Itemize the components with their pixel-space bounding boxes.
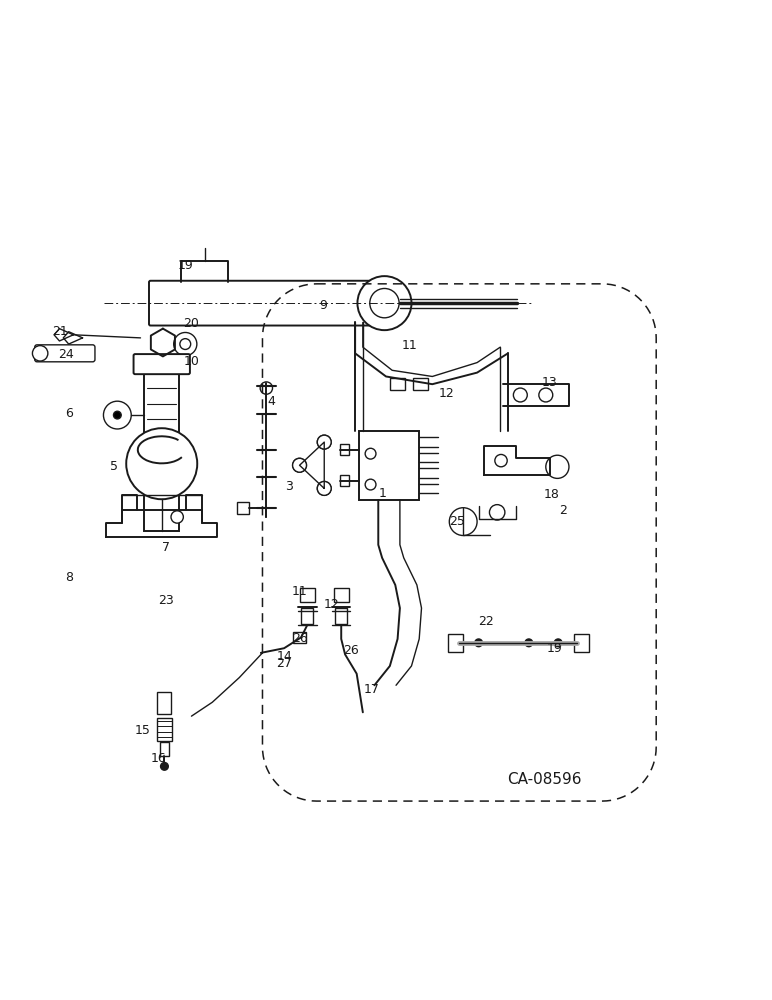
Bar — [340, 475, 349, 486]
Circle shape — [161, 762, 168, 770]
Text: 23: 23 — [158, 594, 174, 607]
Circle shape — [171, 511, 183, 523]
Text: 10: 10 — [184, 355, 199, 368]
Circle shape — [317, 481, 331, 495]
Circle shape — [260, 382, 273, 394]
Text: 13: 13 — [542, 376, 557, 389]
Bar — [359, 431, 419, 500]
Bar — [157, 718, 172, 741]
Text: 6: 6 — [66, 407, 73, 420]
Text: 9: 9 — [319, 299, 327, 312]
Circle shape — [475, 639, 482, 647]
FancyBboxPatch shape — [134, 354, 190, 374]
FancyBboxPatch shape — [35, 345, 95, 362]
Text: 27: 27 — [276, 657, 292, 670]
Circle shape — [293, 458, 306, 472]
Circle shape — [554, 639, 562, 647]
Text: 11: 11 — [292, 585, 307, 598]
FancyBboxPatch shape — [149, 281, 395, 326]
Text: 14: 14 — [276, 650, 292, 663]
Text: 18: 18 — [544, 488, 560, 501]
Circle shape — [126, 428, 198, 499]
Text: 11: 11 — [401, 339, 417, 352]
Text: 26: 26 — [344, 644, 359, 657]
Circle shape — [495, 454, 507, 467]
Text: 3: 3 — [286, 480, 293, 493]
Bar — [160, 742, 169, 756]
Circle shape — [317, 435, 331, 449]
Circle shape — [317, 481, 331, 495]
Circle shape — [513, 388, 527, 402]
Bar — [144, 369, 179, 531]
Text: 15: 15 — [135, 724, 151, 737]
Circle shape — [539, 388, 553, 402]
Text: 16: 16 — [151, 752, 166, 765]
Circle shape — [365, 479, 376, 490]
Text: 17: 17 — [364, 683, 380, 696]
Text: 7: 7 — [162, 541, 170, 554]
Bar — [574, 634, 589, 652]
Text: 5: 5 — [110, 460, 118, 473]
Bar — [390, 378, 405, 390]
Text: 19: 19 — [547, 642, 562, 655]
Circle shape — [525, 639, 533, 647]
Circle shape — [174, 332, 197, 356]
Bar — [340, 444, 349, 455]
Bar — [293, 632, 306, 643]
Circle shape — [180, 339, 191, 349]
Bar — [301, 608, 313, 624]
Text: CA-08596: CA-08596 — [507, 772, 581, 787]
Circle shape — [32, 346, 48, 361]
Text: 12: 12 — [324, 598, 340, 611]
Text: 26: 26 — [292, 632, 307, 645]
Circle shape — [103, 401, 131, 429]
Circle shape — [546, 455, 569, 478]
Bar — [157, 692, 171, 714]
Text: 1: 1 — [378, 487, 386, 500]
Bar — [413, 378, 428, 390]
Bar — [448, 634, 463, 652]
Bar — [334, 588, 349, 602]
Text: 4: 4 — [268, 395, 276, 408]
Text: 21: 21 — [52, 325, 68, 338]
Text: 25: 25 — [449, 515, 465, 528]
Circle shape — [317, 435, 331, 449]
Text: 12: 12 — [438, 387, 454, 400]
Text: 19: 19 — [178, 259, 193, 272]
Circle shape — [357, 276, 411, 330]
Circle shape — [489, 505, 505, 520]
Text: 24: 24 — [58, 348, 73, 361]
Circle shape — [449, 508, 477, 536]
Text: 8: 8 — [66, 571, 73, 584]
Circle shape — [370, 288, 399, 318]
Text: 22: 22 — [479, 615, 494, 628]
Circle shape — [113, 411, 121, 419]
Text: 20: 20 — [184, 317, 199, 330]
Bar — [300, 588, 315, 602]
Text: 2: 2 — [560, 504, 567, 517]
Bar — [335, 608, 347, 624]
Bar — [237, 502, 249, 514]
Circle shape — [293, 458, 306, 472]
Circle shape — [365, 448, 376, 459]
